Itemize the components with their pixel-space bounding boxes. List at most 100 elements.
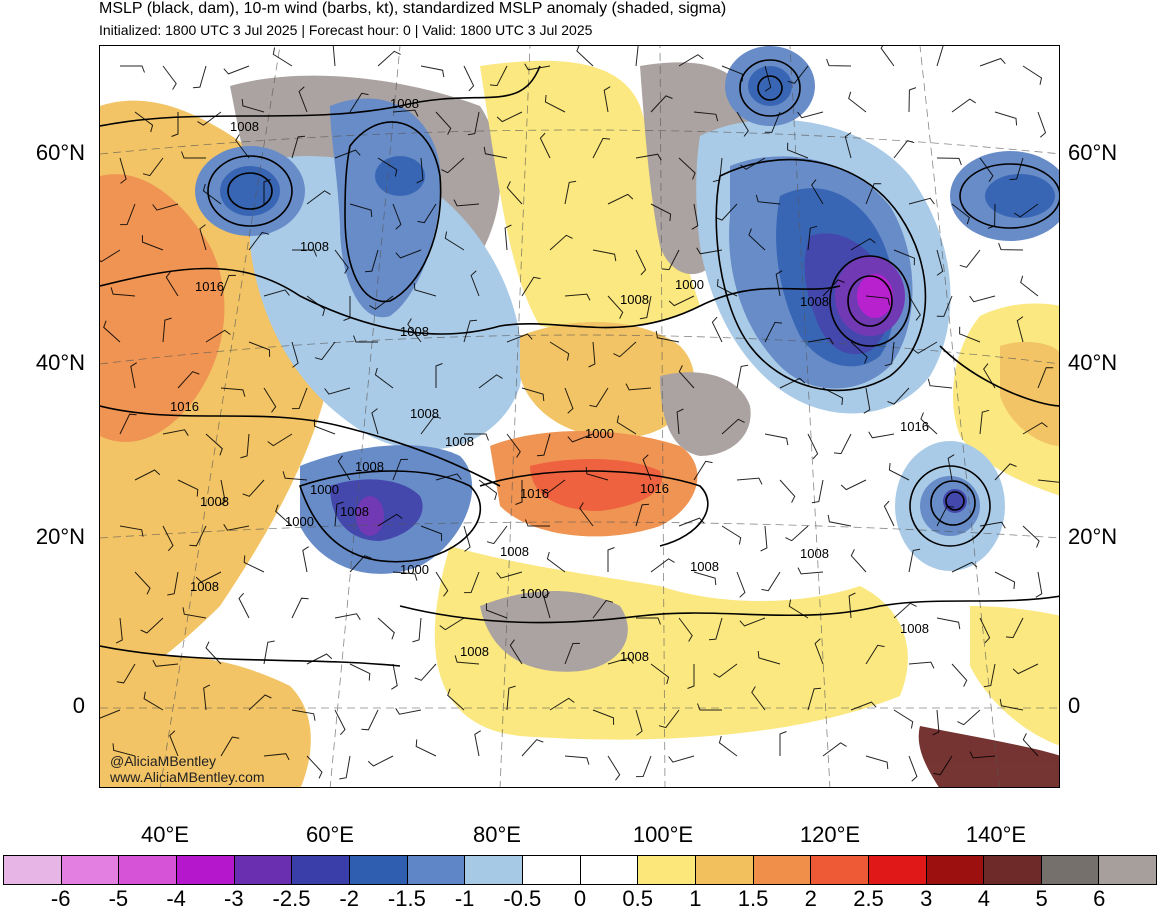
wind-barb	[979, 617, 991, 644]
colorbar-swatch	[984, 856, 1042, 884]
wind-barb	[549, 234, 573, 251]
colorbar-swatch	[4, 856, 62, 884]
wind-barb	[314, 341, 336, 361]
wind-barb	[506, 333, 533, 343]
wind-barb	[177, 371, 200, 389]
colorbar-tick-label: 2.5	[853, 886, 884, 911]
wind-barb	[880, 46, 895, 67]
colorbar-swatch	[926, 856, 985, 884]
wind-barb	[713, 663, 738, 678]
wind-barb	[787, 65, 809, 84]
wind-barb	[223, 524, 250, 531]
isobar-label: 1008	[410, 406, 439, 421]
wind-barb	[248, 694, 272, 711]
colorbar-swatch	[349, 856, 408, 884]
wind-barb	[515, 480, 523, 505]
wind-barb	[453, 199, 480, 207]
wind-barb	[721, 65, 743, 82]
lat-label-left: 0	[72, 693, 85, 718]
wind-barbs	[100, 46, 1059, 782]
wind-barb	[764, 111, 781, 133]
wind-barb	[134, 111, 154, 133]
wind-barb	[392, 109, 419, 117]
colorbar-swatch	[1099, 856, 1157, 884]
wind-barb	[416, 157, 424, 184]
lon-label: 120°E	[799, 822, 861, 847]
wind-barb	[564, 642, 580, 665]
wind-barb	[417, 203, 437, 224]
wind-barb	[848, 592, 856, 619]
wind-barb	[349, 663, 371, 681]
wind-barb	[334, 249, 349, 274]
wind-barb	[291, 341, 299, 368]
wind-barb	[478, 479, 498, 501]
wind-barb	[1037, 367, 1054, 389]
wind-barb	[865, 755, 889, 770]
colorbar-tick-label: 6	[1093, 886, 1106, 911]
wind-barb	[696, 247, 723, 255]
wind-barb	[377, 617, 395, 640]
anomaly-region	[985, 174, 1055, 218]
colorbar-swatch	[638, 856, 696, 884]
wind-barb	[306, 190, 331, 205]
wind-barb	[625, 383, 652, 391]
wind-barb	[888, 462, 910, 481]
wind-barb	[764, 433, 789, 446]
wind-barb	[1037, 479, 1059, 483]
wind-barb	[361, 709, 379, 731]
anomaly-region	[660, 372, 751, 456]
wind-barb	[140, 617, 164, 634]
wind-barb	[162, 525, 174, 552]
wind-barb	[235, 134, 250, 159]
wind-barb	[936, 157, 962, 166]
wind-barb	[613, 341, 637, 358]
wind-barb	[486, 525, 508, 545]
colorbar-swatch	[119, 856, 177, 884]
isobar-label: 1008	[200, 494, 229, 509]
wind-barb	[1022, 422, 1048, 435]
wind-barb	[439, 617, 465, 631]
colorbar-swatch	[465, 856, 523, 884]
wind-barb	[589, 387, 609, 408]
wind-barb	[441, 157, 465, 174]
lat-label-left: 40°N	[35, 350, 85, 375]
lat-label-right: 20°N	[1068, 524, 1118, 549]
wind-barb	[865, 644, 885, 665]
wind-barb	[334, 149, 361, 159]
wind-barb	[607, 193, 634, 205]
lon-label: 60°E	[306, 822, 354, 847]
wind-barb	[893, 602, 917, 619]
wind-barb	[420, 65, 445, 78]
colorbar-tick-label: 2	[804, 886, 817, 911]
isobar-label: 1008	[400, 324, 429, 339]
colorbar-swatch	[811, 856, 869, 884]
graticule	[100, 46, 1059, 787]
lon-label: 100°E	[632, 822, 694, 847]
wind-barb	[202, 183, 222, 205]
credit-website: www.AliciaMBentley.com	[110, 769, 265, 785]
wind-barb	[607, 295, 624, 319]
chart-title: MSLP (black, dam), 10-m wind (barbs, kt)…	[99, 0, 727, 17]
wind-barb	[353, 335, 378, 343]
wind-barb	[822, 742, 847, 757]
wind-barb	[576, 46, 594, 67]
wind-barb	[291, 597, 309, 619]
isobar-label: 1000	[310, 482, 339, 497]
wind-barb	[539, 132, 551, 159]
isobar-label: 1008	[190, 579, 219, 594]
wind-barb	[489, 65, 508, 87]
isobar-label: 1000	[585, 426, 614, 441]
wind-barb	[642, 454, 652, 481]
wind-barb	[712, 157, 723, 183]
wind-barb	[951, 98, 976, 113]
wind-barb	[844, 132, 852, 159]
wind-barb	[764, 65, 772, 92]
colorbar-tick-label: 3	[920, 886, 933, 911]
wind-barb	[167, 571, 179, 596]
wind-barb	[979, 521, 1006, 529]
wind-barb	[162, 65, 177, 90]
wind-barb	[715, 203, 738, 221]
wind-barb	[1022, 65, 1043, 85]
isobar-label: 1008	[390, 96, 419, 111]
wind-barb	[302, 546, 309, 573]
